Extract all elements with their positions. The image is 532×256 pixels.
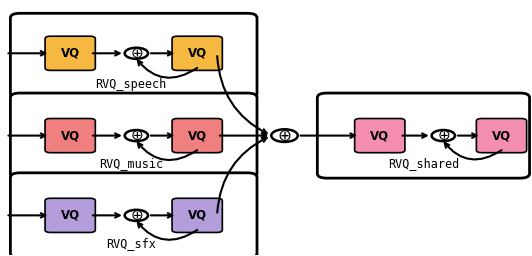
Text: VQ: VQ — [188, 47, 207, 60]
Circle shape — [124, 210, 148, 221]
Text: VQ: VQ — [188, 209, 207, 222]
Text: RVQ_speech: RVQ_speech — [95, 78, 167, 91]
FancyBboxPatch shape — [355, 119, 405, 153]
Text: VQ: VQ — [188, 129, 207, 142]
FancyBboxPatch shape — [11, 173, 257, 256]
FancyBboxPatch shape — [172, 36, 222, 70]
FancyBboxPatch shape — [172, 198, 222, 232]
Circle shape — [124, 130, 148, 141]
Text: RVQ_shared: RVQ_shared — [388, 157, 459, 170]
FancyBboxPatch shape — [317, 93, 529, 178]
FancyBboxPatch shape — [11, 93, 257, 178]
Text: VQ: VQ — [370, 129, 389, 142]
FancyBboxPatch shape — [476, 119, 527, 153]
Circle shape — [124, 48, 148, 59]
Text: $\oplus$: $\oplus$ — [130, 128, 143, 143]
Text: $\oplus$: $\oplus$ — [277, 127, 292, 145]
FancyBboxPatch shape — [11, 13, 257, 98]
FancyBboxPatch shape — [172, 119, 222, 153]
Text: VQ: VQ — [492, 129, 511, 142]
Text: $\oplus$: $\oplus$ — [130, 46, 143, 61]
Text: $\oplus$: $\oplus$ — [130, 208, 143, 223]
Circle shape — [431, 130, 455, 141]
FancyBboxPatch shape — [45, 119, 95, 153]
Text: RVQ_music: RVQ_music — [99, 157, 163, 170]
FancyBboxPatch shape — [45, 36, 95, 70]
Circle shape — [271, 129, 298, 142]
FancyBboxPatch shape — [45, 198, 95, 232]
Text: VQ: VQ — [61, 209, 80, 222]
Text: $\oplus$: $\oplus$ — [437, 128, 450, 143]
Text: RVQ_sfx: RVQ_sfx — [106, 237, 156, 250]
Text: VQ: VQ — [61, 47, 80, 60]
Text: VQ: VQ — [61, 129, 80, 142]
